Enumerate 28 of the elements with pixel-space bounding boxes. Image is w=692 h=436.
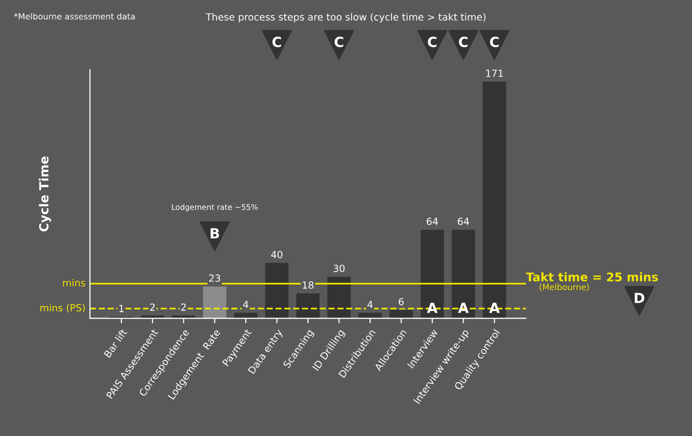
data-label: 1 (119, 305, 124, 312)
data-label: 30 (334, 264, 345, 272)
text: (Melbourne) (540, 284, 589, 292)
data-label: 23 (209, 274, 220, 282)
text: *Melbourne assessment data (14, 13, 135, 20)
data-label: 171 (486, 70, 503, 77)
y-axis-title: Cycle Time (38, 156, 52, 232)
data-label: 64 (426, 218, 438, 226)
data-label: 64 (458, 218, 470, 226)
ref-line-label: Takt time = 25 mins (526, 272, 658, 282)
data-label: 40 (271, 250, 282, 258)
text: C (334, 36, 344, 48)
text: C (272, 36, 282, 48)
data-label: 2 (150, 303, 155, 311)
text: C (428, 36, 436, 48)
data-label: 4 (243, 300, 248, 308)
text: These process steps are too slow (cycle time > takt time) (206, 13, 486, 22)
ref-line-label: mins (PS) (40, 304, 85, 313)
data-label: 6 (398, 298, 404, 306)
data-label: 4 (367, 300, 373, 308)
text: C (490, 36, 499, 48)
data-label: 2 (181, 303, 186, 311)
annotation: B (210, 228, 220, 238)
text: mins (63, 278, 86, 286)
text: C (458, 36, 468, 48)
data-label: 18 (302, 281, 314, 289)
annotation: A (458, 302, 469, 313)
text: D (634, 292, 644, 303)
